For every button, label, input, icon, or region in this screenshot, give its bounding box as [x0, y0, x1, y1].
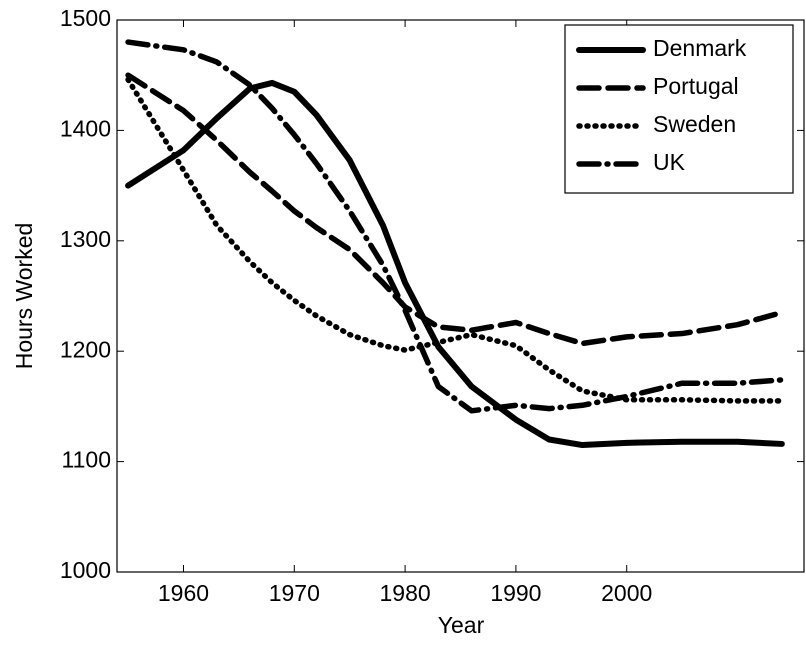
- x-axis-label: Year: [438, 612, 485, 638]
- legend: Denmark Portugal Sweden UK: [564, 24, 794, 194]
- data-line: [125, 72, 785, 347]
- y-tick-label: 1500: [60, 5, 111, 31]
- x-tick-label: 1990: [490, 580, 541, 606]
- legend-label: UK: [653, 149, 686, 175]
- data-line: [125, 79, 785, 449]
- y-tick-label: 1400: [60, 115, 111, 141]
- y-tick-label: 1300: [60, 226, 111, 252]
- legend-label: Denmark: [653, 35, 747, 61]
- x-tick-label: 1970: [269, 580, 320, 606]
- y-tick-label: 1100: [62, 447, 111, 473]
- legend-label: Sweden: [653, 111, 736, 137]
- x-tick-label: 1960: [158, 580, 209, 606]
- x-tick-label: 1980: [380, 580, 431, 606]
- y-tick-label: 1000: [60, 557, 111, 583]
- y-axis-label: Hours Worked: [11, 223, 37, 370]
- data-line: [125, 39, 785, 414]
- plot-frame: [116, 19, 805, 573]
- legend-label: Portugal: [653, 73, 739, 99]
- y-tick-label: 1200: [60, 336, 111, 362]
- data-line: [125, 76, 785, 404]
- x-tick-label: 2000: [601, 580, 652, 606]
